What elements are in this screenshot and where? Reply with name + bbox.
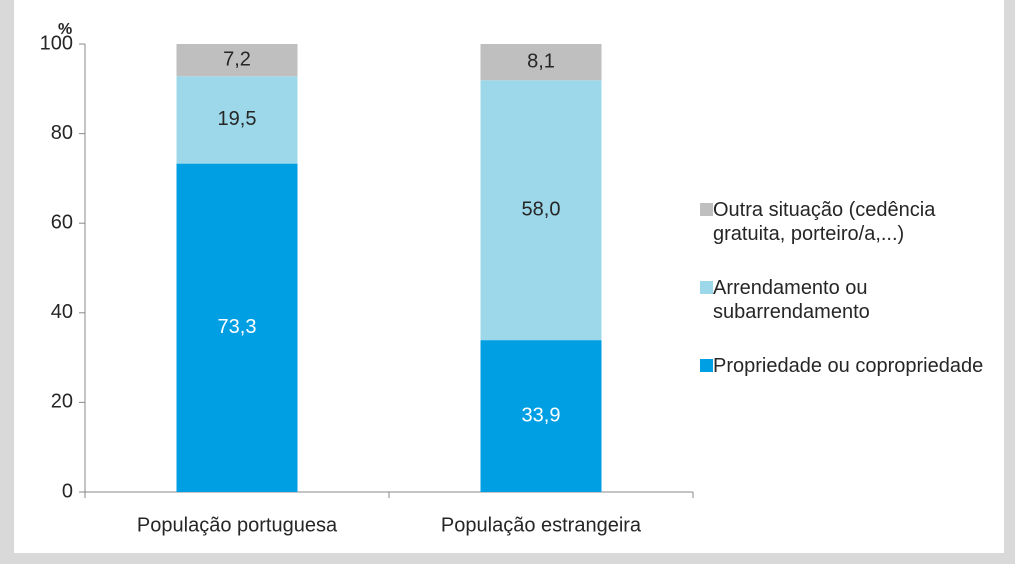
legend-item: Arrendamento ou subarrendamento [700, 276, 1005, 324]
data-label: 19,5 [218, 108, 257, 130]
bar-segment [480, 44, 602, 81]
bar-segment [480, 80, 602, 341]
y-tick-label: 80 [51, 122, 73, 144]
legend-label: Propriedade ou copropriedade [713, 355, 984, 377]
x-tick-label: População portuguesa [137, 514, 338, 536]
legend-item: Outra situação (cedência gratuita, porte… [700, 198, 1005, 246]
legend-swatch [700, 359, 713, 372]
data-label: 58,0 [522, 198, 561, 220]
data-label: 7,2 [223, 48, 251, 70]
y-axis-unit: % [58, 21, 72, 38]
y-tick-label: 20 [51, 391, 73, 413]
bar-segment [176, 76, 298, 164]
y-tick-label: 40 [51, 301, 73, 323]
legend-label: Arrendamento ou subarrendamento [713, 277, 870, 323]
legend-swatch [700, 281, 713, 294]
data-label: 33,9 [522, 404, 561, 426]
bar-segment [176, 163, 298, 492]
x-tick-label: População estrangeira [441, 514, 642, 536]
data-label: 73,3 [218, 316, 257, 338]
legend-label: Outra situação (cedência gratuita, porte… [713, 199, 936, 245]
bar-segment [480, 340, 602, 492]
y-tick-label: 100 [40, 32, 73, 54]
data-label: 8,1 [527, 50, 555, 72]
legend-swatch [700, 203, 713, 216]
y-tick-label: 0 [62, 480, 73, 502]
y-tick-label: 60 [51, 211, 73, 233]
bar-segment [176, 44, 298, 77]
legend-item: Propriedade ou copropriedade [700, 354, 1005, 378]
